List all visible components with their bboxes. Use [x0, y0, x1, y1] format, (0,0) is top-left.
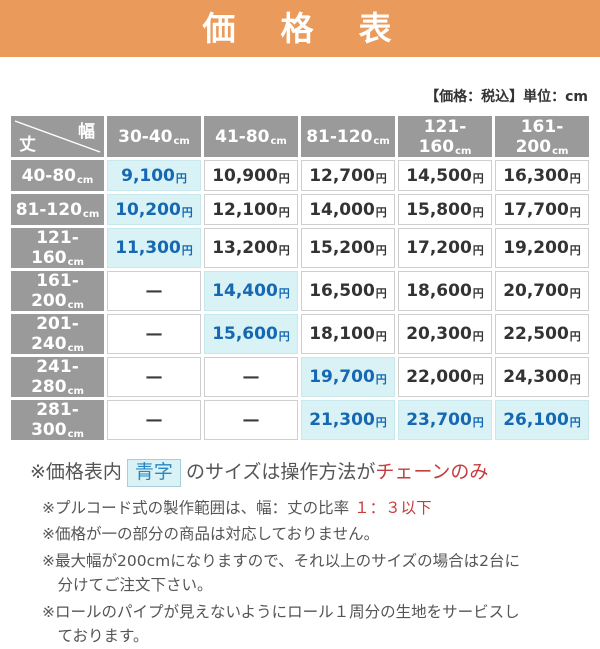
price-cell: 12,100円: [204, 194, 298, 225]
price-cell: 12,700円: [301, 160, 395, 191]
corner-width-label: 幅: [78, 122, 95, 142]
price-cell: 17,700円: [495, 194, 589, 225]
footnote: ※プルコード式の製作範囲は、幅：丈の比率 １：３以下: [42, 496, 590, 520]
table-row: 241-280cm — —19,700円 22,000円 24,300円: [11, 357, 589, 397]
price-cell: 15,200円: [301, 228, 395, 268]
price-cell: 20,300円: [398, 314, 492, 354]
price-cell: 18,100円: [301, 314, 395, 354]
red-emphasis-text: チェーンのみ: [375, 461, 489, 483]
footnote: ※ロールのパイプが見えないようにロール１周分の生地をサービスしております。: [42, 600, 590, 649]
price-cell-chain-only: 21,300円: [301, 400, 395, 440]
price-cell: 13,200円: [204, 228, 298, 268]
table-row: 121-160cm 11,300円 13,200円 15,200円 17,200円 19,…: [11, 228, 589, 268]
col-header-161-200: 161-200cm: [495, 116, 589, 157]
page-banner: 価 格 表: [0, 0, 600, 57]
price-cell: 10,900円: [204, 160, 298, 191]
header-row: 幅 丈 30-40cm 41-80cm 81-120cm 121-160cm 161-2…: [11, 116, 589, 157]
table-row: 161-200cm —14,400円 16,500円 18,600円 20,700円: [11, 271, 589, 311]
price-cell: 24,300円: [495, 357, 589, 397]
footnote: ※最大幅が200cmになりますので、それ以上のサイズの場合は2台に分けてご注文下…: [42, 549, 590, 598]
row-header-81-120: 81-120cm: [11, 194, 104, 225]
price-cell-chain-only: 15,600円: [204, 314, 298, 354]
footnote-text: 分けてご注文下さい。: [57, 576, 213, 595]
price-cell: 19,200円: [495, 228, 589, 268]
col-header-30-40: 30-40cm: [107, 116, 201, 157]
col-header-121-160: 121-160cm: [398, 116, 492, 157]
price-meta-note: 【価格：税込】単位：cm: [425, 89, 588, 105]
price-cell: 20,700円: [495, 271, 589, 311]
price-cell-chain-only: 14,400円: [204, 271, 298, 311]
price-cell: 15,800円: [398, 194, 492, 225]
row-header-121-160: 121-160cm: [11, 228, 104, 268]
price-table: 幅 丈 30-40cm 41-80cm 81-120cm 121-160cm 161-2…: [8, 113, 592, 443]
price-cell-chain-only: 19,700円: [301, 357, 395, 397]
price-cell-empty: —: [107, 271, 201, 311]
col-header-81-120: 81-120cm: [301, 116, 395, 157]
diagonal-line-icon: [14, 120, 101, 153]
price-cell: 14,000円: [301, 194, 395, 225]
footnote-text: ※価格が一の部分の商品は対応しておりません。: [42, 525, 380, 544]
price-cell-empty: —: [107, 357, 201, 397]
page-title: 価 格 表: [202, 9, 398, 48]
row-header-241-280: 241-280cm: [11, 357, 104, 397]
price-cell: 18,600円: [398, 271, 492, 311]
row-header-40-80: 40-80cm: [11, 160, 104, 191]
price-cell: 22,000円: [398, 357, 492, 397]
blue-text-badge: 青字: [126, 459, 181, 487]
price-cell-chain-only: 23,700円: [398, 400, 492, 440]
table-row: 201-240cm —15,600円 18,100円 20,300円 22,500円: [11, 314, 589, 354]
red-emphasis-text: １：３以下: [354, 498, 432, 517]
table-row: 40-80cm 9,100円 10,900円 12,700円 14,500円 16,300…: [11, 160, 589, 191]
col-header-41-80: 41-80cm: [204, 116, 298, 157]
price-cell-chain-only: 11,300円: [107, 228, 201, 268]
price-cell-empty: —: [204, 400, 298, 440]
footnote-text: ※価格表内: [30, 461, 122, 483]
footnote-text: ※最大幅が200cmになりますので、それ以上のサイズの場合は2台に: [42, 551, 520, 570]
corner-cell: 幅 丈: [11, 116, 104, 157]
row-header-201-240: 201-240cm: [11, 314, 104, 354]
price-table-head: 幅 丈 30-40cm 41-80cm 81-120cm 121-160cm 161-2…: [11, 116, 589, 157]
footnotes: ※価格表内 青字 のサイズは操作方法がチェーンのみ ※プルコード式の製作範囲は、幅：丈…: [30, 457, 590, 649]
price-cell-empty: —: [107, 314, 201, 354]
price-cell: 16,300円: [495, 160, 589, 191]
footnote-text: ております。: [57, 627, 149, 646]
row-header-281-300: 281-300cm: [11, 400, 104, 440]
table-row: 281-300cm — —21,300円 23,700円 26,100円: [11, 400, 589, 440]
row-header-161-200: 161-200cm: [11, 271, 104, 311]
price-table-body: 40-80cm 9,100円 10,900円 12,700円 14,500円 16,300…: [11, 160, 589, 440]
price-cell-chain-only: 9,100円: [107, 160, 201, 191]
price-cell: 17,200円: [398, 228, 492, 268]
price-cell: 22,500円: [495, 314, 589, 354]
price-cell-empty: —: [204, 357, 298, 397]
price-cell: 14,500円: [398, 160, 492, 191]
footnote: ※価格が一の部分の商品は対応しておりません。: [42, 522, 590, 546]
price-cell-chain-only: 26,100円: [495, 400, 589, 440]
price-cell: 16,500円: [301, 271, 395, 311]
price-cell-empty: —: [107, 400, 201, 440]
price-cell-chain-only: 10,200円: [107, 194, 201, 225]
footnote-text: ※プルコード式の製作範囲は、幅：丈の比率: [42, 498, 355, 517]
corner-length-label: 丈: [19, 135, 36, 155]
table-row: 81-120cm 10,200円 12,100円 14,000円 15,800円 17,7…: [11, 194, 589, 225]
footnote-text: ※ロールのパイプが見えないようにロール１周分の生地をサービスし: [42, 602, 520, 621]
footnote-text: のサイズは操作方法が: [185, 461, 376, 483]
footnote: ※価格表内 青字 のサイズは操作方法がチェーンのみ: [30, 457, 590, 487]
